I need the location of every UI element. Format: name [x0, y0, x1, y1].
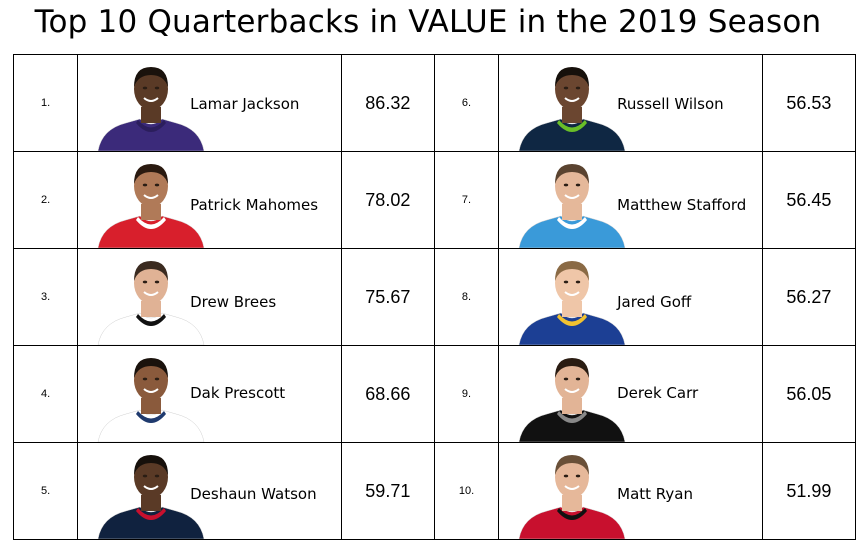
rank-label: 7.: [433, 151, 500, 249]
player-photo: [96, 59, 206, 151]
rank-label: 9.: [433, 345, 500, 443]
player-name: Matt Ryan: [617, 485, 693, 503]
player-name: Patrick Mahomes: [190, 196, 319, 214]
rank-label: 2.: [12, 151, 79, 249]
player-photo: [96, 350, 206, 442]
player-photo: [517, 156, 627, 248]
player-cell: Dak Prescott: [77, 345, 342, 443]
value-score: 78.02: [340, 151, 435, 249]
player-cell: Deshaun Watson: [77, 442, 342, 540]
page-title: Top 10 Quarterbacks in VALUE in the 2019…: [34, 4, 822, 40]
rank-label: 5.: [12, 442, 79, 540]
rank-label: 10.: [433, 442, 500, 540]
value-score: 56.53: [761, 54, 856, 152]
value-score: 56.05: [761, 345, 856, 443]
player-name: Russell Wilson: [617, 95, 724, 113]
player-name: Jared Goff: [617, 293, 692, 311]
value-score: 75.67: [340, 248, 435, 346]
player-photo: [96, 253, 206, 345]
table-row: 5. Deshaun Watson 59.71 10. Matt Ryan 51.99: [12, 442, 856, 540]
value-score: 56.45: [761, 151, 856, 249]
player-name: Dak Prescott: [190, 384, 286, 402]
player-photo: [96, 156, 206, 248]
rank-label: 4.: [12, 345, 79, 443]
rank-label: 6.: [433, 54, 500, 152]
player-name: Deshaun Watson: [190, 485, 317, 503]
table-row: 2. Patrick Mahomes 78.02 7. Matthew Stafford…: [12, 151, 856, 249]
player-photo: [517, 447, 627, 539]
table-row: 3. Drew Brees 75.67 8. Jared Goff 56.27: [12, 248, 856, 346]
player-name: Lamar Jackson: [190, 95, 300, 113]
table-row: 4. Dak Prescott 68.66 9. Derek Carr 56.05: [12, 345, 856, 443]
player-cell: Patrick Mahomes: [77, 151, 342, 249]
value-score: 56.27: [761, 248, 856, 346]
player-name: Drew Brees: [190, 293, 277, 311]
player-cell: Matt Ryan: [498, 442, 763, 540]
rank-label: 8.: [433, 248, 500, 346]
player-photo: [96, 447, 206, 539]
player-photo: [517, 59, 627, 151]
value-score: 59.71: [340, 442, 435, 540]
value-score: 51.99: [761, 442, 856, 540]
table-row: 1. Lamar Jackson 86.32 6. Russell Wilson 56.5…: [12, 54, 856, 152]
player-cell: Matthew Stafford: [498, 151, 763, 249]
value-score: 68.66: [340, 345, 435, 443]
player-name: Derek Carr: [617, 384, 699, 402]
player-cell: Russell Wilson: [498, 54, 763, 152]
value-score: 86.32: [340, 54, 435, 152]
player-photo: [517, 350, 627, 442]
player-photo: [517, 253, 627, 345]
player-cell: Drew Brees: [77, 248, 342, 346]
rank-label: 3.: [12, 248, 79, 346]
quarterback-table: 1. Lamar Jackson 86.32 6. Russell Wilson 56.5…: [12, 54, 856, 540]
player-cell: Jared Goff: [498, 248, 763, 346]
player-cell: Lamar Jackson: [77, 54, 342, 152]
player-cell: Derek Carr: [498, 345, 763, 443]
player-name: Matthew Stafford: [617, 196, 747, 214]
rank-label: 1.: [12, 54, 79, 152]
